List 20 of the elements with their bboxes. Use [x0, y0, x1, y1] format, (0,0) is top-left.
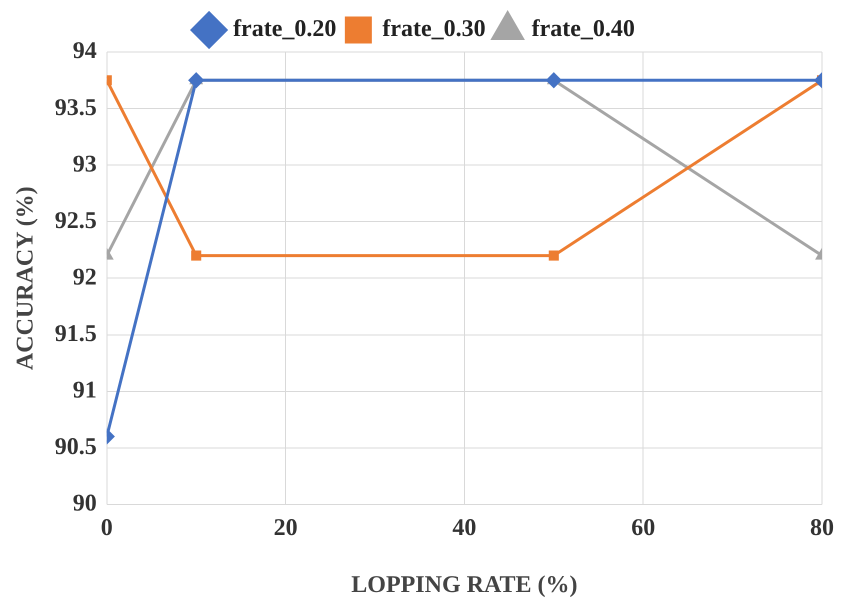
y-tick-label: 90.5 — [54, 434, 97, 460]
y-tick-label: 93 — [72, 151, 97, 178]
x-tick-label: 80 — [810, 515, 834, 542]
x-tick-label: 60 — [631, 515, 656, 542]
x-tick-label: 40 — [452, 515, 476, 542]
y-tick-label: 91 — [72, 378, 97, 404]
x-tick-label: 0 — [100, 515, 113, 542]
x-axis-title: LOPPING RATE (%) — [351, 572, 578, 598]
legend-label: frate_0.30 — [382, 16, 486, 42]
y-tick-label: 94 — [72, 38, 97, 64]
y-tick-label: 93.5 — [54, 94, 97, 121]
legend-label: frate_0.40 — [532, 16, 635, 42]
y-tick-label: 90 — [72, 490, 97, 517]
legend-label: frate_0.20 — [233, 16, 336, 42]
y-tick-label: 92 — [72, 264, 97, 290]
x-tick-label: 20 — [274, 515, 298, 542]
point — [548, 250, 559, 261]
y-tick-label: 92.5 — [54, 208, 97, 234]
y-tick-label: 91.5 — [54, 320, 97, 347]
y-axis-title: ACCURACY (%) — [12, 186, 39, 370]
